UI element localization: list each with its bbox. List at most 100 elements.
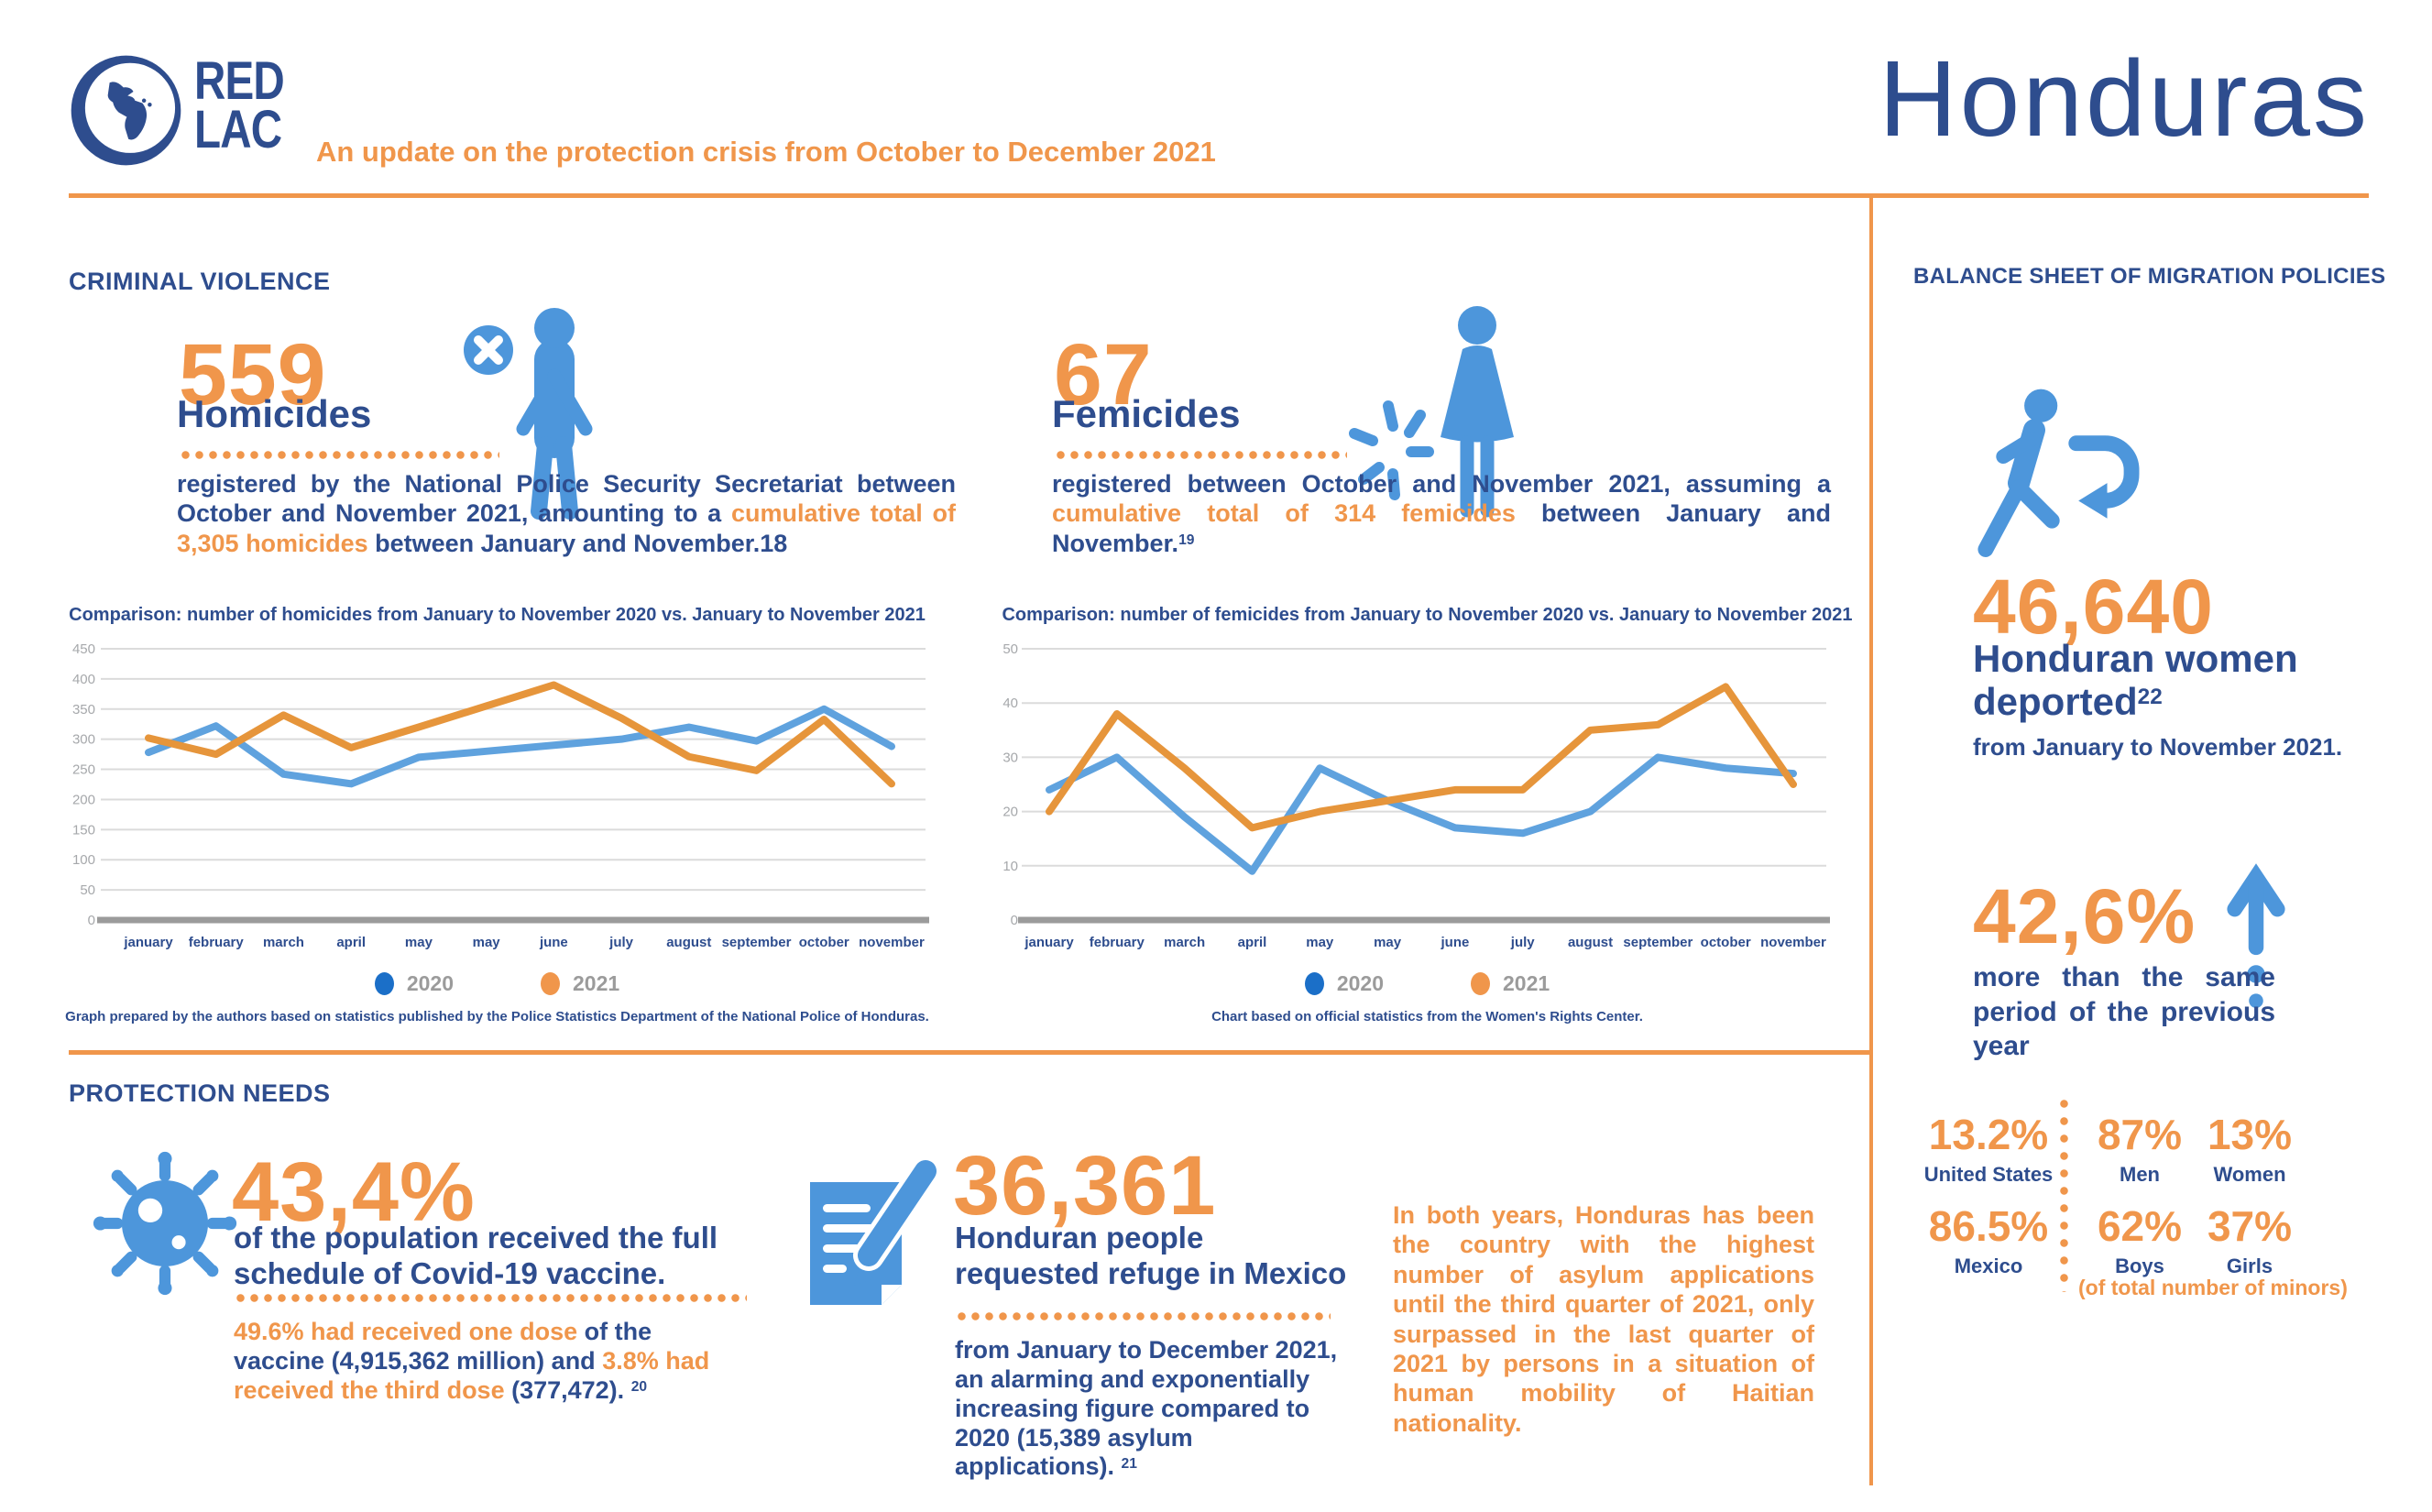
homicides-chart: Comparison: number of homicides from Jan… [64, 605, 930, 1024]
ytick-250: 250 [72, 762, 95, 778]
stat-mexico-value: 86.5% [1928, 1202, 2049, 1250]
ytick-0: 0 [88, 913, 95, 928]
ytick-30: 30 [1002, 750, 1018, 765]
stat-men: 87% Men [2089, 1113, 2190, 1187]
ytick-100: 100 [72, 852, 95, 868]
text-run: registered between October and November … [1052, 470, 1831, 498]
xtick-5-may: may [473, 935, 501, 950]
femicides-dotted-rule [1054, 451, 1347, 459]
stat-women-value: 13% [2207, 1111, 2293, 1158]
femicides-chart: Comparison: number of femicides from Jan… [994, 605, 1860, 1024]
legend-2021: 2021 [1471, 971, 1550, 996]
legend-dot-2021 [541, 972, 560, 995]
migration-title: BALANCE SHEET OF MIGRATION POLICIES [1913, 264, 2386, 289]
xtick-5-may: may [1374, 935, 1402, 950]
ytick-150: 150 [72, 822, 95, 838]
legend-2021: 2021 [541, 971, 619, 996]
femicides-label: Femicides [1052, 392, 1241, 435]
xtick-11-november: november [859, 935, 925, 950]
ytick-350: 350 [72, 702, 95, 718]
xtick-1-february: february [189, 935, 245, 950]
increase-number: 42,6% [1973, 873, 2196, 959]
stat-women: 13% Women [2195, 1113, 2305, 1187]
xtick-10-october: october [1701, 935, 1751, 950]
report-subtitle: An update on the protection crisis from … [316, 136, 1216, 168]
logo-map-icon [71, 55, 181, 166]
stat-us-label: United States [1923, 1163, 2054, 1186]
xtick-2-march: march [1164, 935, 1205, 950]
text-run: 3.8% had received the third dose [234, 1346, 710, 1404]
legend-dot-2020 [1304, 972, 1324, 995]
covid-number: 43,4% [232, 1145, 476, 1239]
legend-dot-2020 [374, 972, 394, 995]
legend-label-2020: 2020 [406, 971, 454, 995]
ytick-400: 400 [72, 672, 95, 687]
refuge-number: 36,361 [953, 1139, 1217, 1233]
ytick-200: 200 [72, 792, 95, 807]
stat-mexico: 86.5% Mexico [1920, 1205, 2057, 1278]
stat-boys-value: 62% [2097, 1202, 2183, 1250]
text-run: 19 [1178, 532, 1195, 549]
xtick-8-august: august [666, 935, 711, 950]
series-2020-line [1046, 753, 1797, 875]
legend-dot-2021 [1471, 972, 1490, 995]
logo-wordmark: RED LAC [194, 54, 285, 157]
xtick-1-february: february [1090, 935, 1145, 950]
refuge-dotted-rule [955, 1312, 1331, 1320]
ytick-50: 50 [80, 882, 95, 898]
stat-boys-label: Boys [2115, 1255, 2164, 1277]
refuge-heading: Honduran people requested refuge in Mexi… [955, 1221, 1347, 1290]
xtick-10-october: october [799, 935, 849, 950]
series-2021-line [145, 681, 895, 788]
stat-girls-label: Girls [2226, 1255, 2273, 1277]
increase-label: more than the same period of the previou… [1973, 962, 2275, 1061]
deported-label: Honduran women deported22 [1973, 637, 2358, 723]
text-run: between January and November. [1052, 499, 1832, 557]
text-run: 22 [2137, 685, 2163, 710]
legend-label-2020: 2020 [1336, 971, 1384, 995]
stat-us: 13.2% United States [1920, 1113, 2057, 1187]
xtick-4-may: may [1306, 935, 1334, 950]
xtick-3-april: april [1238, 935, 1267, 950]
text-run: of the vaccine (4,915,362 million) and [234, 1318, 652, 1375]
ytick-450: 450 [72, 641, 95, 657]
xtick-9-september: september [1623, 935, 1693, 950]
criminal-violence-title: CRIMINAL VIOLENCE [69, 268, 331, 295]
chart-svg-0: 0 50 100 150 200 250 300 350 400 450 january februa… [72, 641, 929, 950]
homicides-label: Homicides [177, 392, 372, 435]
country-title: Honduras [1879, 38, 2370, 159]
text-run: between January and November.18 [367, 529, 788, 557]
deportee-icon [1970, 385, 2158, 568]
femicides-chart-legend: 2020 2021 [994, 971, 1860, 996]
text-run: registered by the National Police Securi… [177, 470, 956, 528]
text-run: Honduran women deported [1973, 637, 2298, 724]
document-pen-icon [805, 1147, 942, 1326]
protection-needs-title: PROTECTION NEEDS [69, 1079, 331, 1107]
legend-2020: 2020 [1304, 971, 1384, 996]
person-x-icon [463, 302, 609, 531]
xtick-11-november: november [1760, 935, 1826, 950]
section-divider [69, 1050, 1869, 1055]
xtick-2-march: march [263, 935, 304, 950]
asylum-note: In both years, Honduras has been the cou… [1393, 1201, 1814, 1437]
femicides-number: 67 [1054, 326, 1153, 423]
legend-label-2021: 2021 [1503, 971, 1550, 995]
femicides-chart-title: Comparison: number of femicides from Jan… [1002, 605, 1853, 625]
column-divider [1869, 193, 1873, 1485]
xtick-6-june: june [539, 935, 568, 950]
homicides-number: 559 [179, 326, 327, 423]
text-run: (377,472). [504, 1375, 631, 1404]
xtick-0-january: january [123, 935, 173, 950]
up-arrow-icon [2225, 863, 2287, 1028]
femicides-chart-canvas: 0 10 20 30 40 50 january february march april may m… [994, 635, 1860, 960]
virus-icon [92, 1150, 238, 1301]
text-run: cumulative total of 314 femicides [1052, 499, 1516, 528]
femicides-description: registered between October and November … [1052, 469, 1831, 558]
stat-us-value: 13.2% [1928, 1111, 2049, 1158]
xtick-9-september: september [722, 935, 792, 950]
stat-girls: 37% Girls [2195, 1205, 2305, 1278]
text-run: 20 [630, 1379, 648, 1396]
homicides-chart-footnote: Graph prepared by the authors based on s… [65, 1009, 929, 1024]
homicides-chart-title: Comparison: number of homicides from Jan… [69, 605, 926, 625]
